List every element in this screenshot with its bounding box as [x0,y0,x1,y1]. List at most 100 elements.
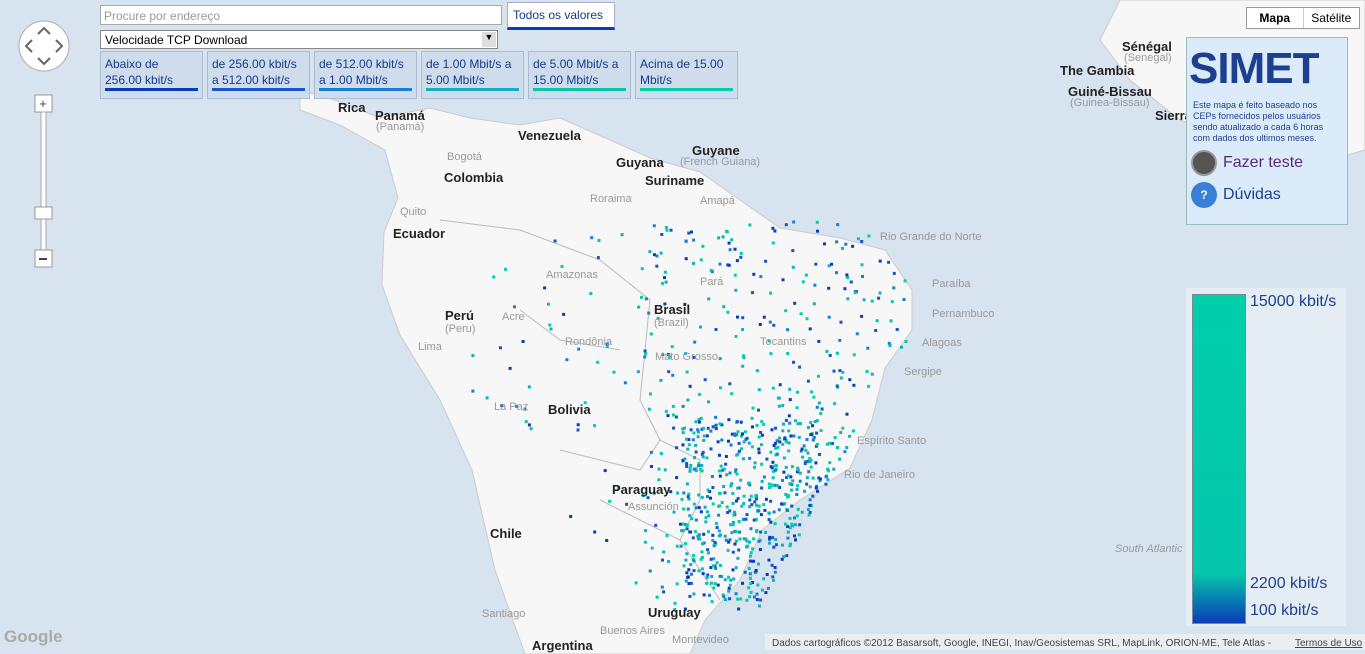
speed-dot [783,437,787,441]
speed-dot [687,443,691,447]
speed-dot [547,302,550,306]
speed-dot [742,354,745,358]
speed-dot [755,423,759,427]
speed-dot [773,464,777,468]
google-logo: Google [4,627,63,646]
speed-dot [732,577,736,581]
speed-dot [527,385,531,389]
speed-dot [683,457,687,461]
speed-dot [741,328,745,331]
speed-dot [808,511,812,514]
speed-dot [748,554,752,558]
terms-link[interactable]: Termos de Uso [1295,638,1363,649]
speed-dot [717,513,721,517]
speed-dot [719,386,722,390]
speed-dot [796,390,800,394]
speed-dot [773,468,777,472]
speed-dot [649,450,653,454]
speed-dot [878,259,882,263]
filter-button[interactable]: Abaixo de 256.00 kbit/s [100,51,203,99]
speed-dot [797,533,801,537]
speed-dot [810,390,813,394]
filter-button[interactable]: Acima de 15.00 Mbit/s [635,51,738,99]
speed-dot [776,484,780,488]
speed-dot [699,510,703,514]
speed-dot [786,352,790,355]
filter-label: de 5.00 Mbit/s a 15.00 Mbit/s [533,57,619,87]
filter-button[interactable]: de 512.00 kbit/s a 1.00 Mbit/s [314,51,417,99]
search-input[interactable]: Procure por endereço [100,5,502,25]
all-values-button[interactable]: Todos os valores [507,2,615,30]
speed-dot [752,537,756,541]
speed-dot [515,404,519,408]
filter-button[interactable]: de 5.00 Mbit/s a 15.00 Mbit/s [528,51,631,99]
speed-dot [660,585,664,589]
speed-dot [832,467,836,471]
speed-dot [764,530,768,534]
speed-dot [715,526,719,529]
speed-dot [769,450,773,454]
speed-dot [739,420,743,424]
speed-dot [795,514,799,518]
speed-dot [721,235,725,239]
speed-dot [714,328,718,331]
speed-dot [760,588,764,592]
action[interactable]: Fazer teste [1191,150,1343,176]
speed-dot [812,436,816,439]
speed-dot [755,598,759,601]
city-label: Lima [418,341,443,353]
speed-dot [650,465,653,468]
speed-dot [828,441,832,445]
map-type-button[interactable]: Mapa [1247,8,1304,28]
speed-dot [745,539,749,543]
speed-dot [816,489,819,493]
country-label: The Gambia [1060,63,1135,78]
speed-dot [839,376,843,380]
speed-dot [787,449,791,453]
state-label: Mato Grosso [655,351,718,363]
speed-dot [721,468,725,472]
speed-dot [790,522,794,526]
speed-dot [795,406,799,410]
speed-dot [751,425,754,429]
zoom-handle[interactable] [34,206,53,220]
speed-dot [852,383,856,387]
speed-dot [757,408,760,412]
speed-dot [708,490,712,493]
speed-dot [643,349,647,353]
filter-button[interactable]: de 256.00 kbit/s a 512.00 kbit/s [207,51,310,99]
speed-dot [747,567,751,570]
map-type-button[interactable]: Satélite [1311,11,1352,25]
speed-dot [866,346,870,350]
speed-dot [711,564,715,568]
speed-dot [806,508,810,511]
pan-control[interactable] [18,20,70,72]
speed-dot [844,242,848,246]
speed-dot [513,305,516,309]
speed-dot [804,273,808,277]
speed-dot [782,555,786,559]
speed-dot [789,542,792,546]
metric-select[interactable]: Velocidade TCP Download ▼ [100,30,498,49]
speed-dot [805,317,809,321]
speed-dot [710,575,714,578]
speed-dot [788,482,792,486]
speed-dot [778,485,781,489]
speed-dot [798,523,802,527]
filter-button[interactable]: de 1.00 Mbit/s a 5.00 Mbit/s [421,51,524,99]
speed-dot [730,238,734,242]
action[interactable]: ? Dúvidas [1191,182,1343,208]
zoom-in-icon: + [39,96,47,111]
speed-dot [576,428,580,432]
speed-dot [706,495,709,499]
speed-dot [734,288,738,292]
speed-dot [807,513,811,517]
filter-color [426,88,519,91]
scale-bar [1192,294,1246,624]
speed-dot [730,482,734,486]
continent [299,89,913,654]
speed-dot [789,475,793,479]
speed-dot [874,329,878,332]
speed-dot [714,423,718,427]
speed-dot [852,429,855,433]
